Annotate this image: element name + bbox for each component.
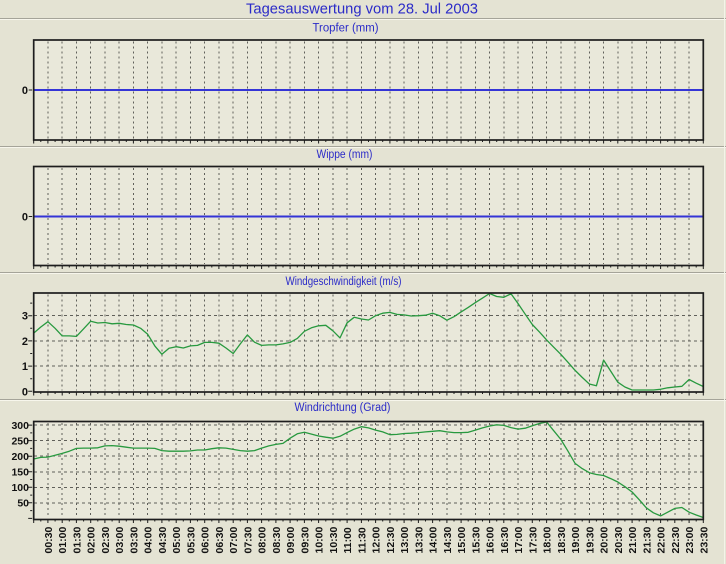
svg-text:11:30: 11:30 (356, 527, 368, 553)
svg-text:21:00: 21:00 (627, 526, 639, 553)
svg-text:17:00: 17:00 (513, 526, 525, 553)
svg-text:14:30: 14:30 (442, 526, 454, 553)
svg-text:04:00: 04:00 (143, 526, 155, 553)
svg-text:06:30: 06:30 (214, 526, 226, 553)
svg-text:04:30: 04:30 (157, 526, 169, 553)
svg-text:08:30: 08:30 (271, 526, 283, 553)
svg-text:20:00: 20:00 (599, 526, 611, 553)
svg-text:1: 1 (22, 361, 28, 373)
svg-text:15:30: 15:30 (470, 526, 482, 553)
svg-text:07:00: 07:00 (228, 526, 240, 553)
svg-text:100: 100 (11, 482, 29, 494)
svg-text:Tagesauswertung vom 28. Jul 20: Tagesauswertung vom 28. Jul 2003 (246, 2, 478, 18)
svg-text:150: 150 (11, 467, 29, 479)
svg-text:0: 0 (22, 85, 28, 97)
svg-text:18:30: 18:30 (556, 526, 568, 553)
svg-text:Windrichtung (Grad): Windrichtung (Grad) (295, 402, 391, 414)
svg-text:05:30: 05:30 (185, 526, 197, 553)
svg-text:02:30: 02:30 (100, 526, 112, 553)
svg-text:11:00: 11:00 (342, 527, 354, 553)
svg-text:03:30: 03:30 (128, 526, 140, 553)
svg-text:16:00: 16:00 (485, 526, 497, 553)
svg-text:22:30: 22:30 (670, 526, 682, 553)
svg-text:22:00: 22:00 (656, 526, 668, 553)
svg-text:200: 200 (11, 451, 29, 463)
svg-text:23:30: 23:30 (698, 526, 710, 553)
svg-text:0: 0 (22, 386, 28, 398)
svg-text:09:30: 09:30 (299, 526, 311, 553)
svg-text:15:00: 15:00 (456, 526, 468, 553)
svg-text:13:30: 13:30 (413, 526, 425, 553)
svg-text:Wippe (mm): Wippe (mm) (317, 149, 373, 161)
svg-text:50: 50 (17, 498, 29, 510)
svg-text:19:00: 19:00 (570, 526, 582, 553)
svg-text:300: 300 (11, 420, 29, 432)
svg-text:3: 3 (22, 311, 28, 323)
svg-text:2: 2 (22, 336, 28, 348)
svg-text:06:00: 06:00 (200, 526, 212, 553)
svg-text:19:30: 19:30 (584, 526, 596, 553)
svg-text:10:30: 10:30 (328, 526, 340, 553)
svg-text:Tropfer (mm): Tropfer (mm) (313, 23, 379, 35)
svg-text:12:30: 12:30 (385, 526, 397, 553)
svg-text:07:30: 07:30 (242, 526, 254, 553)
svg-text:18:00: 18:00 (542, 526, 554, 553)
svg-text:02:00: 02:00 (86, 526, 98, 553)
svg-text:0: 0 (22, 212, 28, 224)
svg-text:01:00: 01:00 (57, 526, 69, 553)
svg-text:13:00: 13:00 (399, 526, 411, 553)
svg-text:17:30: 17:30 (527, 526, 539, 553)
svg-text:08:00: 08:00 (257, 526, 269, 553)
svg-text:23:00: 23:00 (684, 526, 696, 553)
svg-text:00:30: 00:30 (43, 526, 55, 553)
svg-text:03:00: 03:00 (114, 526, 126, 553)
svg-text:01:30: 01:30 (71, 526, 83, 553)
svg-text:09:00: 09:00 (285, 526, 297, 553)
svg-text:16:30: 16:30 (499, 526, 511, 553)
svg-text:20:30: 20:30 (613, 526, 625, 553)
svg-text:10:00: 10:00 (314, 526, 326, 553)
svg-text:14:00: 14:00 (428, 526, 440, 553)
svg-text:12:00: 12:00 (371, 526, 383, 553)
svg-text:Windgeschwindigkeit (m/s): Windgeschwindigkeit (m/s) (286, 276, 402, 288)
svg-text:250: 250 (11, 435, 29, 447)
svg-text:21:30: 21:30 (641, 526, 653, 553)
svg-text:05:00: 05:00 (171, 526, 183, 553)
